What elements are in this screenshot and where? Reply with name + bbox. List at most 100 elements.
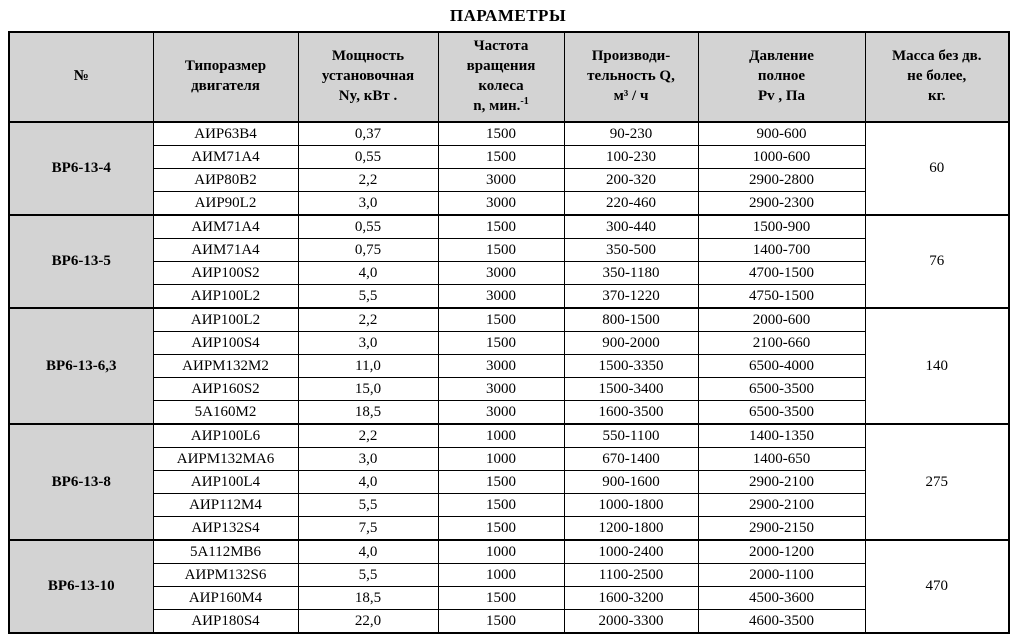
model-cell: ВР6-13-6,3	[8, 307, 154, 425]
motor-type-cell: АИМ71А4	[152, 238, 299, 262]
speed-cell: 1500	[437, 470, 565, 494]
table-row: ВР6-13-6,3 АИР100L2 2,2 1500 800-1500 20…	[8, 307, 1010, 425]
capacity-cell: 100-230	[563, 145, 699, 169]
capacity-cell: 800-1500	[563, 307, 699, 332]
motor-type-cell: АИМ71А4	[152, 145, 299, 169]
power-cell: 5,5	[297, 284, 439, 309]
speed-cell: 3000	[437, 191, 565, 216]
capacity-cell: 200-320	[563, 168, 699, 192]
table-row: АИР100S2 4,0 3000 350-1180 4700-1500	[9, 261, 1009, 285]
speed-cell: 1500	[437, 238, 565, 262]
speed-cell: 1500	[437, 145, 565, 169]
power-cell: 3,0	[297, 447, 439, 471]
header-motor-type: Типоразмер двигателя	[152, 31, 299, 123]
pressure-cell: 6500-3500	[697, 400, 866, 425]
table-row: ВР6-13-8 АИР100L6 2,2 1000 550-1100 1400…	[8, 423, 1010, 541]
power-cell: 5,5	[297, 563, 439, 587]
speed-cell: 1000	[437, 563, 565, 587]
motor-type-cell: АИРМ132М2	[152, 354, 299, 378]
speed-cell: 1500	[437, 516, 565, 541]
pressure-cell: 6500-4000	[697, 354, 866, 378]
pressure-cell: 2900-2300	[697, 191, 866, 216]
power-cell: 4,0	[297, 261, 439, 285]
motor-type-cell: АИР112М4	[152, 493, 299, 517]
motor-type-cell: АИР100S2	[152, 261, 299, 285]
table-row: ВР6-13-5 АИМ71А4 0,55 1500 300-440 1500-…	[8, 214, 1010, 309]
pressure-cell: 6500-3500	[697, 377, 866, 401]
motor-type-cell: АИР160S2	[152, 377, 299, 401]
table-row: АИР180S4 22,0 1500 2000-3300 4600-3500	[9, 609, 1009, 634]
capacity-cell: 350-1180	[563, 261, 699, 285]
speed-cell: 1000	[437, 539, 565, 564]
pressure-cell: 900-600	[697, 121, 866, 146]
motor-type-cell: АИР180S4	[152, 609, 299, 634]
speed-cell: 1500	[437, 307, 565, 332]
table-row: АИМ71А4 0,55 1500 100-230 1000-600	[9, 145, 1009, 169]
table-row: ВР6-13-4 АИР63В4 0,37 1500 90-230 900-60…	[8, 121, 1010, 216]
pressure-cell: 2000-1100	[697, 563, 866, 587]
capacity-cell: 1600-3500	[563, 400, 699, 425]
table-row: ВР6-13-10 5А112МВ6 4,0 1000 1000-2400 20…	[8, 539, 1010, 634]
pressure-cell: 2900-2150	[697, 516, 866, 541]
speed-cell: 3000	[437, 400, 565, 425]
speed-cell: 3000	[437, 168, 565, 192]
capacity-cell: 300-440	[563, 214, 699, 239]
power-cell: 22,0	[297, 609, 439, 634]
header-speed-unit: n, мин.-1	[473, 95, 529, 114]
model-cell: ВР6-13-10	[8, 539, 154, 634]
pressure-cell: 1400-650	[697, 447, 866, 471]
capacity-cell: 1000-1800	[563, 493, 699, 517]
capacity-cell: 350-500	[563, 238, 699, 262]
header-speed-text: Частота вращения колеса	[466, 38, 536, 94]
capacity-cell: 370-1220	[563, 284, 699, 309]
header-speed: Частота вращения колеса n, мин.-1	[437, 31, 565, 123]
group-vr6-13-6-3: ВР6-13-6,3 АИР100L2 2,2 1500 800-1500 20…	[8, 307, 1010, 425]
power-cell: 3,0	[297, 331, 439, 355]
pressure-cell: 2900-2100	[697, 470, 866, 494]
capacity-cell: 90-230	[563, 121, 699, 146]
capacity-cell: 1500-3400	[563, 377, 699, 401]
capacity-cell: 220-460	[563, 191, 699, 216]
table-row: АИРМ132S6 5,5 1000 1100-2500 2000-1100	[9, 563, 1009, 587]
power-cell: 4,0	[297, 539, 439, 564]
group-vr6-13-5: ВР6-13-5 АИМ71А4 0,55 1500 300-440 1500-…	[8, 214, 1010, 309]
table-row: АИР160М4 18,5 1500 1600-3200 4500-3600	[9, 586, 1009, 610]
pressure-cell: 2900-2800	[697, 168, 866, 192]
motor-type-cell: АИР100L6	[152, 423, 299, 448]
mass-cell: 140	[864, 307, 1010, 425]
speed-cell: 3000	[437, 261, 565, 285]
table-row: АИР100L2 5,5 3000 370-1220 4750-1500	[9, 284, 1009, 309]
pressure-cell: 1400-1350	[697, 423, 866, 448]
power-cell: 2,2	[297, 423, 439, 448]
motor-type-cell: АИРМ132S6	[152, 563, 299, 587]
table-row: АИР132S4 7,5 1500 1200-1800 2900-2150	[9, 516, 1009, 541]
power-cell: 0,75	[297, 238, 439, 262]
speed-cell: 1500	[437, 331, 565, 355]
header-number: №	[8, 31, 154, 123]
power-cell: 4,0	[297, 470, 439, 494]
table-row: АИР100S4 3,0 1500 900-2000 2100-660	[9, 331, 1009, 355]
header-pressure: Давление полное Pv , Па	[697, 31, 866, 123]
header-power: Мощность установочная Ny, кВт .	[297, 31, 439, 123]
power-cell: 18,5	[297, 586, 439, 610]
pressure-cell: 1000-600	[697, 145, 866, 169]
capacity-cell: 1200-1800	[563, 516, 699, 541]
motor-type-cell: 5А160М2	[152, 400, 299, 425]
speed-cell: 1500	[437, 493, 565, 517]
pressure-cell: 4600-3500	[697, 609, 866, 634]
capacity-cell: 550-1100	[563, 423, 699, 448]
motor-type-cell: АИРМ132МА6	[152, 447, 299, 471]
table-row: АИМ71А4 0,75 1500 350-500 1400-700	[9, 238, 1009, 262]
table-header: № Типоразмер двигателя Мощность установо…	[8, 31, 1010, 123]
model-cell: ВР6-13-4	[8, 121, 154, 216]
capacity-cell: 900-2000	[563, 331, 699, 355]
speed-cell: 1500	[437, 609, 565, 634]
motor-type-cell: АИР100L4	[152, 470, 299, 494]
pressure-cell: 2900-2100	[697, 493, 866, 517]
mass-cell: 470	[864, 539, 1010, 634]
page-title: ПАРАМЕТРЫ	[449, 6, 567, 25]
power-cell: 11,0	[297, 354, 439, 378]
table-row: АИР100L4 4,0 1500 900-1600 2900-2100	[9, 470, 1009, 494]
power-cell: 3,0	[297, 191, 439, 216]
